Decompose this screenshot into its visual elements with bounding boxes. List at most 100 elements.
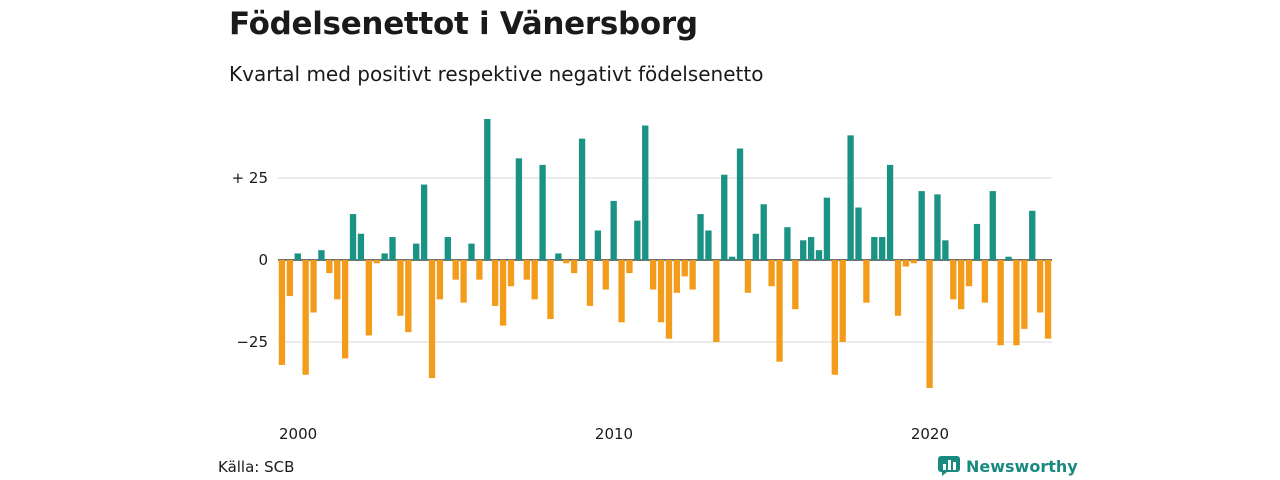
bar-positive: [807, 237, 815, 260]
bars: [278, 118, 1052, 388]
bar-negative: [950, 260, 957, 300]
bar-positive: [934, 194, 941, 260]
bar-negative: [460, 260, 467, 303]
bar-negative: [665, 260, 673, 339]
bar-negative: [618, 260, 625, 323]
bar-negative: [863, 260, 870, 303]
bar-positive: [357, 233, 365, 260]
bar-positive: [413, 243, 420, 260]
bar-negative: [373, 260, 380, 264]
bar-negative: [1036, 260, 1044, 313]
bar-negative: [910, 260, 917, 264]
bar-negative: [713, 260, 720, 342]
bar-negative: [626, 260, 633, 274]
bar-chart-logo-icon: [938, 456, 960, 476]
bar-negative: [286, 260, 294, 297]
bar-positive: [610, 200, 617, 260]
bar-negative: [768, 260, 775, 287]
bar-negative: [1021, 260, 1028, 329]
bar-positive: [420, 184, 428, 260]
bar-positive: [539, 164, 546, 260]
bar-negative: [831, 260, 838, 375]
bar-negative: [326, 260, 333, 274]
bar-negative: [302, 260, 309, 375]
bar-negative: [792, 260, 799, 310]
x-tick-label: 2020: [911, 425, 949, 443]
bar-positive: [871, 237, 878, 260]
bar-negative: [1013, 260, 1020, 346]
bar-negative: [1044, 260, 1052, 339]
bar-negative: [397, 260, 404, 316]
brand-name: Newsworthy: [966, 456, 1078, 476]
bar-positive: [555, 253, 562, 260]
bar-negative: [547, 260, 554, 320]
bar-positive: [642, 125, 649, 261]
bar-negative: [563, 260, 570, 264]
bar-negative: [452, 260, 459, 280]
bar-positive: [1005, 256, 1012, 260]
bar-negative: [744, 260, 752, 293]
source-note: Källa: SCB: [218, 458, 295, 476]
bar-positive: [942, 240, 949, 260]
bar-negative: [507, 260, 515, 287]
bar-negative: [981, 260, 989, 303]
bar-positive: [800, 240, 807, 260]
bar-positive: [855, 207, 862, 260]
bar-negative: [776, 260, 783, 362]
bar-negative: [586, 260, 594, 306]
bar-positive: [294, 253, 301, 260]
bar-positive: [1029, 210, 1036, 260]
bar-positive: [760, 204, 767, 260]
bar-positive: [973, 223, 981, 260]
bar-negative: [334, 260, 341, 300]
x-tick-label: 2000: [279, 425, 317, 443]
bar-positive: [886, 164, 894, 260]
bar-positive: [815, 250, 823, 260]
bar-negative: [436, 260, 444, 300]
bar-positive: [468, 243, 475, 260]
chart-subtitle: Kvartal med positivt respektive negativt…: [229, 62, 764, 86]
y-tick-label: + 25: [232, 169, 268, 187]
bar-positive: [736, 148, 744, 260]
bar-negative: [476, 260, 483, 280]
bar-negative: [673, 260, 681, 293]
bar-positive: [705, 230, 712, 260]
bar-negative: [278, 260, 286, 365]
bar-negative: [492, 260, 499, 306]
bar-positive: [381, 253, 388, 260]
bar-positive: [349, 214, 357, 260]
bar-positive: [879, 237, 886, 260]
bar-negative: [926, 260, 933, 388]
bar-negative: [649, 260, 657, 290]
bar-negative: [523, 260, 530, 280]
bar-negative: [531, 260, 538, 300]
bar-positive: [318, 250, 325, 260]
bar-positive: [484, 118, 491, 261]
bar-positive: [823, 197, 831, 260]
y-tick-label: 0: [258, 251, 268, 269]
bar-positive: [697, 214, 704, 260]
bar-negative: [405, 260, 412, 333]
bar-positive: [728, 256, 736, 260]
bar-positive: [989, 191, 996, 260]
x-tick-label: 2010: [595, 425, 633, 443]
bar-negative: [894, 260, 902, 316]
bar-negative: [571, 260, 578, 274]
bar-positive: [847, 135, 854, 260]
bar-negative: [428, 260, 436, 379]
bar-positive: [634, 220, 641, 260]
bar-negative: [310, 260, 317, 313]
bar-positive: [389, 237, 396, 260]
bar-chart: + 25 0 −25 2000 2010 2020: [232, 118, 1052, 443]
axis-labels: + 25 0 −25 2000 2010 2020: [232, 169, 949, 443]
chart-title: Födelsenettot i Vänersborg: [229, 6, 698, 42]
bar-negative: [965, 260, 973, 287]
bar-negative: [499, 260, 507, 326]
bar-positive: [784, 227, 791, 260]
bar-negative: [681, 260, 688, 277]
bar-positive: [594, 230, 602, 260]
bar-negative: [341, 260, 349, 359]
bar-negative: [997, 260, 1004, 346]
bar-negative: [365, 260, 372, 336]
bar-positive: [515, 158, 523, 260]
